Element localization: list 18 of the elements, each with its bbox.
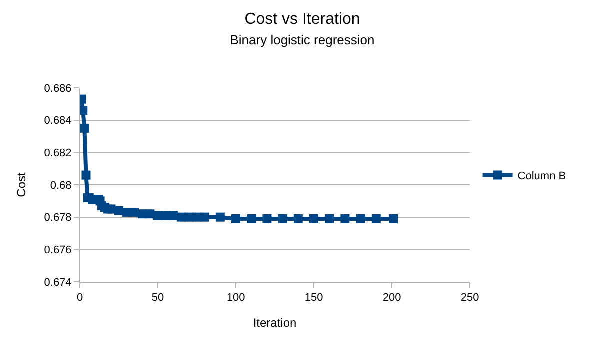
x-tick-label: 0 <box>76 292 84 304</box>
y-tick-label: 0.68 <box>50 180 72 192</box>
chart-subtitle: Binary logistic regression <box>230 32 375 48</box>
x-tick-label: 100 <box>226 292 246 304</box>
x-tick-label: 150 <box>304 292 324 304</box>
chart-title: Cost vs Iteration <box>244 10 360 28</box>
x-tick-label: 50 <box>152 292 164 304</box>
legend-label: Column B <box>518 170 566 183</box>
y-tick-label: 0.676 <box>44 244 72 257</box>
y-tick-label: 0.684 <box>44 115 72 128</box>
y-axis-title: Cost <box>14 172 29 198</box>
y-tick-label: 0.678 <box>44 212 72 224</box>
y-tick-label: 0.674 <box>44 276 72 289</box>
y-tick-label: 0.686 <box>44 82 72 95</box>
y-tick-label: 0.682 <box>44 148 72 160</box>
x-tick-label: 250 <box>460 292 480 304</box>
x-axis-title: Iteration <box>253 316 297 330</box>
x-tick-label: 200 <box>382 292 402 304</box>
